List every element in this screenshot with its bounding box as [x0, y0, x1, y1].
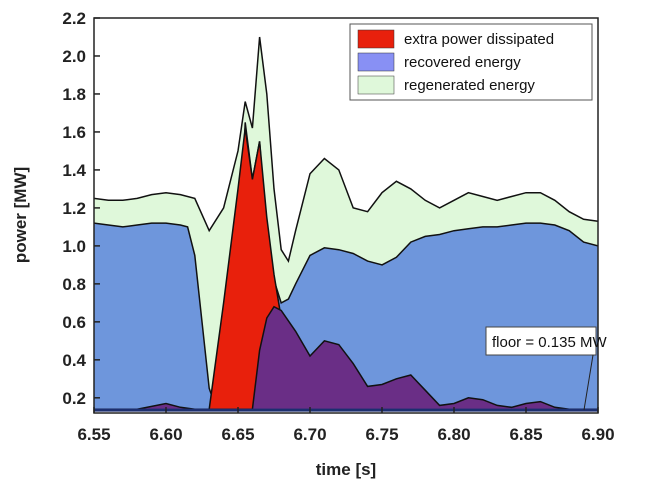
- y-tick-label: 0.4: [62, 351, 86, 370]
- x-axis: 6.55 6.60 6.65 6.70 6.75 6.80 6.85 6.90: [77, 407, 615, 444]
- legend-label-regenerated: regenerated energy: [404, 77, 535, 94]
- annotation-pointer: [583, 354, 594, 411]
- line-recovered-energy: [94, 122, 598, 411]
- x-tick-label: 6.65: [221, 425, 254, 444]
- legend-label-recovered: recovered energy: [404, 54, 521, 71]
- x-tick-label: 6.60: [149, 425, 182, 444]
- y-axis: 0.2 0.4 0.6 0.8 1.0 1.2 1.4 1.6 1.8 2.0 2.2: [62, 9, 100, 408]
- legend-swatch-recovered: [357, 52, 395, 72]
- x-tick-label: 6.70: [293, 425, 326, 444]
- area-recovered-energy: [94, 122, 598, 411]
- y-tick-label: 1.2: [62, 199, 86, 218]
- line-regenerated-energy: [94, 36, 598, 264]
- legend-swatch-extra-power: [357, 29, 395, 49]
- area-purple-overlap: [94, 306, 598, 411]
- chart-areas: [94, 36, 598, 411]
- legend: extra power dissipated recovered energy …: [349, 23, 593, 101]
- y-tick-label: 2.2: [62, 9, 86, 28]
- x-tick-label: 6.55: [77, 425, 110, 444]
- y-tick-label: 1.4: [62, 161, 86, 180]
- y-tick-label: 2.0: [62, 47, 86, 66]
- x-tick-label: 6.75: [365, 425, 398, 444]
- x-tick-label: 6.80: [437, 425, 470, 444]
- x-tick-label: 6.85: [509, 425, 542, 444]
- y-tick-label: 1.0: [62, 237, 86, 256]
- y-tick-label: 1.6: [62, 123, 86, 142]
- y-tick-label: 0.8: [62, 275, 86, 294]
- legend-swatch-regenerated: [357, 75, 395, 95]
- y-tick-label: 1.8: [62, 85, 86, 104]
- y-tick-label: 0.6: [62, 313, 86, 332]
- annotation-text: floor = 0.135 MW: [492, 334, 607, 351]
- line-extra-power-dissipated: [208, 127, 290, 410]
- annotation-box: [485, 326, 597, 356]
- plot-frame: [93, 17, 599, 414]
- floor-annotation: floor = 0.135 MW: [485, 326, 607, 411]
- y-axis-title: power [MW]: [11, 167, 30, 263]
- y-tick-label: 0.2: [62, 389, 86, 408]
- x-axis-title: time [s]: [316, 460, 376, 479]
- x-tick-label: 6.90: [581, 425, 614, 444]
- legend-label-extra-power: extra power dissipated: [404, 31, 554, 48]
